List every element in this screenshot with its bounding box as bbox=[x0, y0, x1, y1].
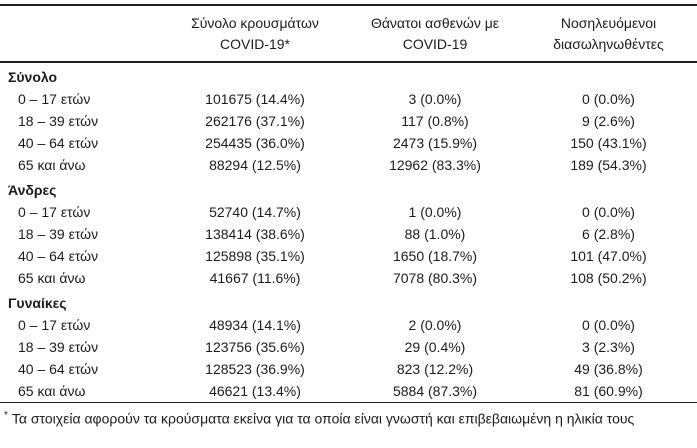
age-group-label: 0 – 17 ετών bbox=[18, 204, 91, 220]
table-row: 0 – 17 ετών 52740 (14.7%) 1 (0.0%) 0 (0.… bbox=[0, 201, 697, 223]
age-group-label: 40 – 64 ετών bbox=[18, 361, 99, 377]
deaths-value: 117 (0.8%) bbox=[401, 113, 469, 129]
cases-value: 123756 (35.6%) bbox=[205, 339, 305, 355]
table-row: 40 – 64 ετών 128523 (36.9%) 823 (12.2%) … bbox=[0, 358, 697, 380]
cases-value: 88294 (12.5%) bbox=[209, 157, 301, 173]
age-group-label: 18 – 39 ετών bbox=[18, 113, 99, 129]
intubated-value: 108 (50.2%) bbox=[570, 270, 647, 286]
column-header-cases: Σύνολο κρουσμάτων COVID-19* bbox=[160, 5, 350, 63]
cases-value: 101675 (14.4%) bbox=[205, 91, 305, 107]
intubated-value: 0 (0.0%) bbox=[582, 317, 635, 333]
age-group-label: 40 – 64 ετών bbox=[18, 135, 99, 151]
section-row-men: Άνδρες bbox=[0, 176, 697, 201]
table-footer: * Τα στοιχεία αφορούν τα κρούσματα εκείνα… bbox=[0, 401, 697, 430]
cases-value: 125898 (35.1%) bbox=[205, 248, 305, 264]
column-header-deaths: Θάνατοι ασθενών με COVID-19 bbox=[350, 5, 520, 63]
footnote-text: Τα στοιχεία αφορούν τα κρούσματα εκείνα … bbox=[11, 410, 635, 427]
age-group-label: 65 και άνω bbox=[18, 270, 86, 286]
cases-value: 262176 (37.1%) bbox=[205, 113, 305, 129]
footnote: * Τα στοιχεία αφορούν τα κρούσματα εκείνα… bbox=[0, 401, 697, 430]
section-row-total: Σύνολο bbox=[0, 62, 697, 88]
intubated-value: 0 (0.0%) bbox=[582, 204, 635, 220]
intubated-value: 101 (47.0%) bbox=[570, 248, 647, 264]
table-row: 0 – 17 ετών 101675 (14.4%) 3 (0.0%) 0 (0… bbox=[0, 88, 697, 110]
table-body: Σύνολο 0 – 17 ετών 101675 (14.4%) 3 (0.0… bbox=[0, 62, 697, 403]
cases-value: 254435 (36.0%) bbox=[205, 135, 305, 151]
deaths-value: 88 (1.0%) bbox=[404, 226, 466, 242]
cases-value: 128523 (36.9%) bbox=[205, 361, 305, 377]
deaths-value: 823 (12.2%) bbox=[396, 361, 474, 377]
section-title: Γυναίκες bbox=[8, 295, 67, 311]
header-row: Σύνολο κρουσμάτων COVID-19* Θάνατοι ασθε… bbox=[0, 5, 697, 63]
footnote-row: * Τα στοιχεία αφορούν τα κρούσματα εκείνα… bbox=[0, 401, 697, 430]
table-row: 18 – 39 ετών 123756 (35.6%) 29 (0.4%) 3 … bbox=[0, 336, 697, 358]
table-header: Σύνολο κρουσμάτων COVID-19* Θάνατοι ασθε… bbox=[0, 5, 697, 63]
table-row: 18 – 39 ετών 138414 (38.6%) 88 (1.0%) 6 … bbox=[0, 223, 697, 245]
deaths-value: 1 (0.0%) bbox=[408, 204, 462, 220]
deaths-value: 12962 (83.3%) bbox=[389, 157, 481, 173]
intubated-value: 49 (36.8%) bbox=[574, 361, 643, 377]
intubated-value: 81 (60.9%) bbox=[574, 383, 643, 399]
age-group-label: 0 – 17 ετών bbox=[18, 91, 91, 107]
age-group-label: 40 – 64 ετών bbox=[18, 248, 99, 264]
column-header-deaths-line1: Θάνατοι ασθενών με bbox=[370, 15, 500, 31]
column-header-cases-line1: Σύνολο κρουσμάτων bbox=[191, 15, 319, 31]
column-header-intubated: Νοσηλευόμενοι διασωληνωθέντες bbox=[520, 5, 697, 63]
cases-value: 52740 (14.7%) bbox=[209, 204, 301, 220]
table-row: 0 – 17 ετών 48934 (14.1%) 2 (0.0%) 0 (0.… bbox=[0, 314, 697, 336]
table-row: 65 και άνω 41667 (11.6%) 7078 (80.3%) 10… bbox=[0, 267, 697, 289]
age-group-label: 18 – 39 ετών bbox=[18, 226, 99, 242]
cases-value: 48934 (14.1%) bbox=[209, 317, 301, 333]
table-row: 40 – 64 ετών 254435 (36.0%) 2473 (15.9%)… bbox=[0, 132, 697, 154]
intubated-value: 150 (43.1%) bbox=[570, 135, 647, 151]
deaths-value: 2473 (15.9%) bbox=[392, 135, 478, 151]
deaths-value: 1650 (18.7%) bbox=[392, 248, 478, 264]
deaths-value: 7078 (80.3%) bbox=[392, 270, 478, 286]
intubated-value: 3 (2.3%) bbox=[582, 339, 635, 355]
cases-value: 41667 (11.6%) bbox=[209, 270, 301, 286]
table-row: 18 – 39 ετών 262176 (37.1%) 117 (0.8%) 9… bbox=[0, 110, 697, 132]
column-header-intubated-line2: διασωληνωθέντες bbox=[553, 36, 664, 52]
footnote-marker: * bbox=[4, 410, 8, 421]
intubated-value: 0 (0.0%) bbox=[582, 91, 635, 107]
table-row: 65 και άνω 88294 (12.5%) 12962 (83.3%) 1… bbox=[0, 154, 697, 176]
age-group-label: 65 και άνω bbox=[18, 383, 86, 399]
column-header-deaths-line2: COVID-19 bbox=[402, 36, 468, 52]
age-group-label: 0 – 17 ετών bbox=[18, 317, 91, 333]
section-title: Άνδρες bbox=[8, 182, 57, 198]
column-header-cases-line2: COVID-19* bbox=[219, 36, 291, 52]
section-title: Σύνολο bbox=[8, 69, 58, 85]
deaths-value: 29 (0.4%) bbox=[404, 339, 466, 355]
age-group-label: 65 και άνω bbox=[18, 157, 86, 173]
deaths-value: 2 (0.0%) bbox=[408, 317, 462, 333]
table-row: 65 και άνω 46621 (13.4%) 5884 (87.3%) 81… bbox=[0, 380, 697, 403]
age-distribution-table: Σύνολο κρουσμάτων COVID-19* Θάνατοι ασθε… bbox=[0, 4, 697, 430]
section-row-women: Γυναίκες bbox=[0, 289, 697, 314]
cases-value: 138414 (38.6%) bbox=[205, 226, 305, 242]
deaths-value: 3 (0.0%) bbox=[408, 91, 462, 107]
intubated-value: 6 (2.8%) bbox=[582, 226, 635, 242]
cases-value: 46621 (13.4%) bbox=[209, 383, 301, 399]
age-group-label: 18 – 39 ετών bbox=[18, 339, 99, 355]
intubated-value: 189 (54.3%) bbox=[570, 157, 647, 173]
column-header-empty bbox=[0, 5, 160, 63]
table-row: 40 – 64 ετών 125898 (35.1%) 1650 (18.7%)… bbox=[0, 245, 697, 267]
intubated-value: 9 (2.6%) bbox=[582, 113, 635, 129]
deaths-value: 5884 (87.3%) bbox=[392, 383, 478, 399]
column-header-intubated-line1: Νοσηλευόμενοι bbox=[560, 15, 657, 31]
